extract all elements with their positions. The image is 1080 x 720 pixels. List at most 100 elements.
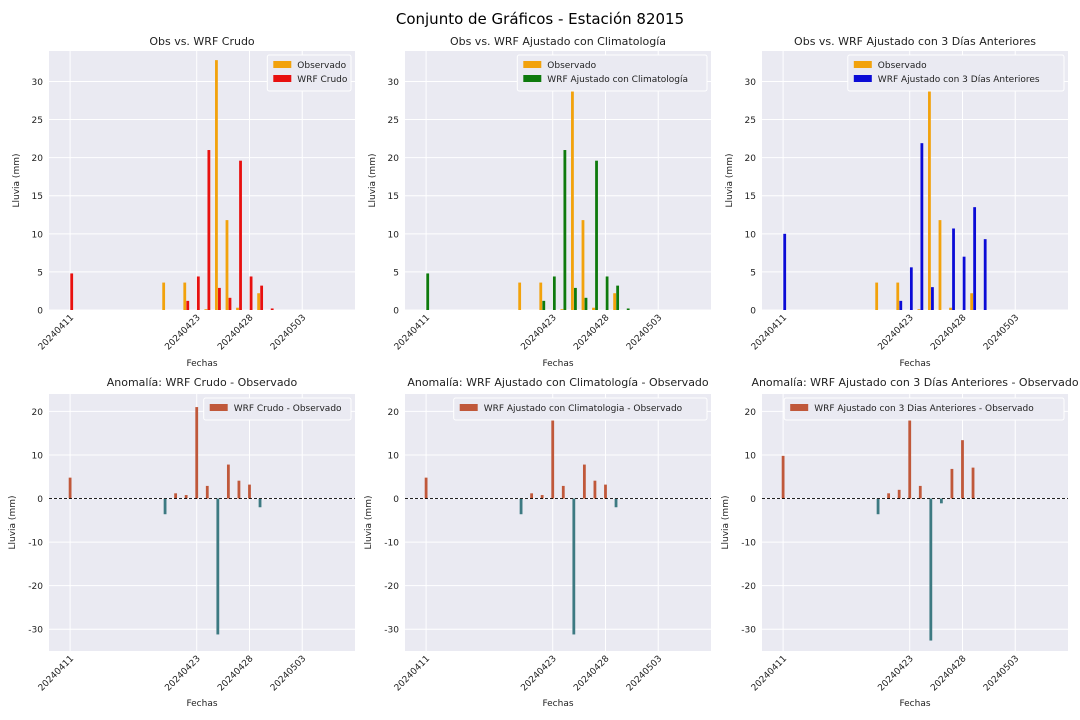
legend-label: WRF Ajustado con 3 Días Anteriores <box>878 75 1040 85</box>
x-tick-label: 20240411 <box>37 313 76 352</box>
bar-anomaly-positive <box>226 464 230 499</box>
y-tick-label: 15 <box>388 192 399 202</box>
y-tick-label: 25 <box>745 116 756 126</box>
bar-observed <box>539 282 543 310</box>
bar-wrf <box>783 233 787 310</box>
x-tick-label: 20240503 <box>982 654 1021 693</box>
x-axis-label: Fechas <box>542 359 573 369</box>
bar-wrf <box>952 228 955 310</box>
bar-anomaly-positive <box>530 493 534 499</box>
legend-swatch <box>459 404 478 411</box>
y-tick-label: -30 <box>384 626 399 636</box>
bar-anomaly-positive <box>184 495 188 499</box>
x-tick-label: 20240503 <box>625 313 664 352</box>
legend-label: WRF Crudo - Observado <box>234 404 342 414</box>
bar-anomaly-positive <box>195 407 199 499</box>
plot-area <box>405 51 711 310</box>
x-tick-label: 20240423 <box>163 313 202 352</box>
bar-anomaly-negative <box>216 498 220 635</box>
subplot-title: Anomalía: WRF Crudo - Observado <box>107 376 298 389</box>
bar-wrf <box>239 160 242 310</box>
bar-anomaly-positive <box>582 464 586 499</box>
y-tick-label: -10 <box>384 539 399 549</box>
x-tick-label: 20240503 <box>269 654 308 693</box>
y-tick-label: 30 <box>745 78 757 88</box>
x-axis-label: Fechas <box>186 699 217 709</box>
y-tick-label: 25 <box>32 116 43 126</box>
legend-label: WRF Ajustado con Climatologia - Observad… <box>484 404 683 414</box>
bar-observed <box>518 282 522 310</box>
legend-label: WRF Ajustado con Climatología <box>547 75 688 85</box>
bar-anomaly-negative <box>572 498 576 635</box>
y-tick-label: 0 <box>750 495 756 505</box>
legend: Observado WRF Ajustado con 3 Días Anterio… <box>847 54 1065 92</box>
y-tick-label: 10 <box>745 451 757 461</box>
legend-swatch <box>853 61 872 68</box>
x-tick-label: 20240411 <box>750 313 789 352</box>
x-tick-label: 20240428 <box>572 313 612 353</box>
bar-wrf <box>196 276 200 310</box>
subplot-4: -30 -20 -10 0 10 20 20240411 20240423 20240428 20… <box>8 376 355 709</box>
bar-wrf <box>186 300 190 310</box>
bar-wrf <box>574 287 577 310</box>
y-tick-label: -30 <box>28 626 43 636</box>
x-tick-label: 20240503 <box>625 654 664 693</box>
bar-anomaly-positive <box>918 485 922 499</box>
legend-box <box>203 397 352 421</box>
y-tick-label: 5 <box>37 268 43 278</box>
bar-wrf <box>605 276 609 310</box>
bar-anomaly-negative <box>163 498 167 515</box>
x-tick-label: 20240411 <box>393 654 432 693</box>
subplot-3: 0 5 10 15 20 25 30 20240411 20240423 20240428 2024… <box>725 35 1068 369</box>
x-tick-label: 20240503 <box>269 313 308 352</box>
y-tick-label: -30 <box>741 626 756 636</box>
bar-wrf <box>70 273 74 310</box>
legend-label: WRF Crudo <box>297 75 348 85</box>
y-tick-label: 10 <box>388 230 400 240</box>
bar-anomaly-positive <box>237 480 241 499</box>
y-tick-label: 30 <box>32 78 44 88</box>
y-tick-label: -10 <box>741 539 756 549</box>
bar-observed <box>970 293 974 310</box>
y-tick-label: 20 <box>388 154 400 164</box>
subplot-title: Obs vs. WRF Ajustado con 3 Días Anterior… <box>794 35 1036 48</box>
bar-wrf <box>426 273 430 310</box>
y-tick-label: -10 <box>28 539 43 549</box>
bar-anomaly-negative <box>614 498 618 508</box>
y-tick-label: 10 <box>388 451 400 461</box>
y-tick-label: 5 <box>750 268 756 278</box>
legend: WRF Ajustado con 3 Dias Anteriores - Obs… <box>783 397 1065 421</box>
plot-area <box>49 51 355 310</box>
plot-area <box>762 394 1068 651</box>
x-tick-label: 20240411 <box>393 313 432 352</box>
bar-wrf <box>563 150 567 310</box>
legend: Observado WRF Crudo <box>266 54 352 92</box>
y-axis-label: Lluvia (mm) <box>8 496 18 550</box>
bar-observed <box>917 309 921 310</box>
x-axis-label: Fechas <box>542 699 573 709</box>
x-tick-label: 20240428 <box>929 313 969 353</box>
y-tick-label: 25 <box>388 116 399 126</box>
bar-observed <box>215 60 218 311</box>
y-tick-label: 10 <box>32 451 44 461</box>
bar-observed <box>236 307 239 310</box>
subplot-title: Anomalía: WRF Ajustado con Climatología … <box>407 376 709 389</box>
legend-swatch <box>273 61 292 68</box>
x-tick-label: 20240411 <box>750 654 789 693</box>
bar-wrf <box>909 267 913 310</box>
y-tick-label: 10 <box>745 230 757 240</box>
subplot-title: Obs vs. WRF Crudo <box>149 35 255 48</box>
bar-observed <box>560 309 564 310</box>
x-tick-label: 20240423 <box>519 654 558 693</box>
legend-swatch <box>209 404 228 411</box>
y-axis-label: Lluvia (mm) <box>364 496 374 550</box>
legend-label: Observado <box>547 61 596 71</box>
bar-observed <box>571 60 574 311</box>
bar-wrf <box>899 300 903 310</box>
bar-anomaly-negative <box>929 498 933 641</box>
legend-label: Observado <box>878 61 927 71</box>
legend-swatch <box>523 75 542 82</box>
x-tick-label: 20240428 <box>929 654 969 694</box>
y-tick-label: 0 <box>393 307 399 317</box>
